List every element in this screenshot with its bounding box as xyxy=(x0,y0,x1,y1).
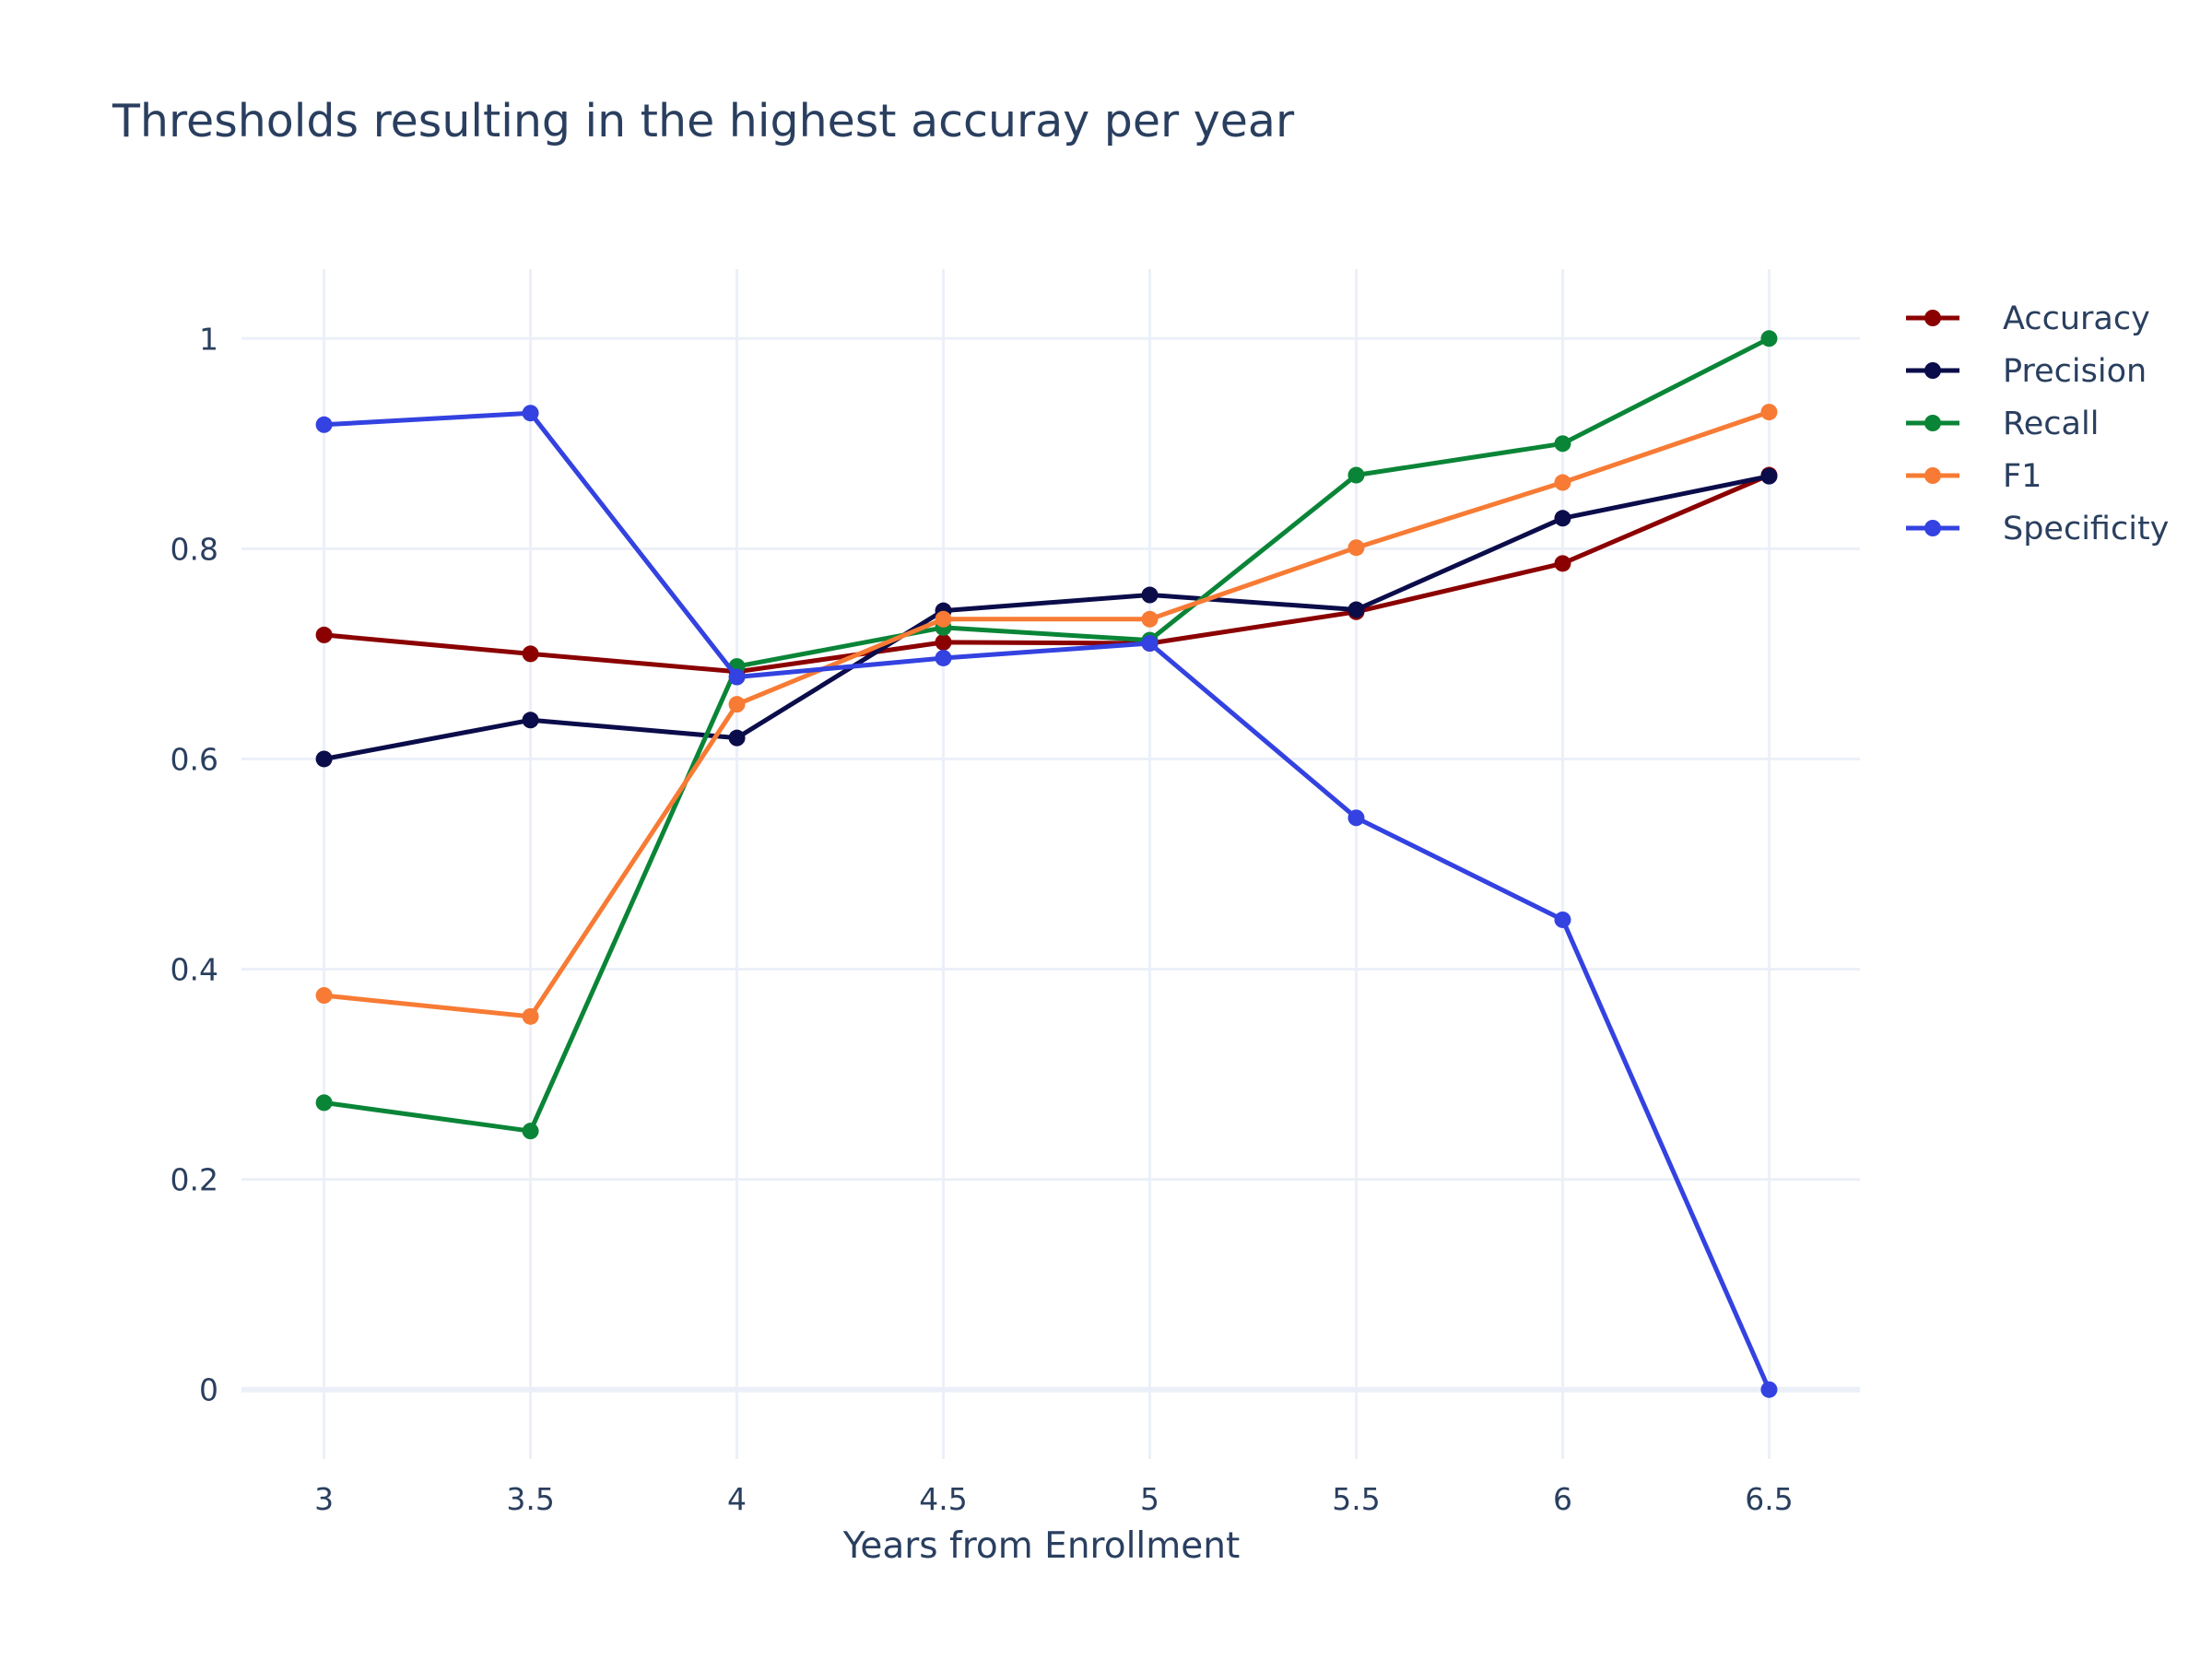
x-tick-label: 6.5 xyxy=(1745,1481,1793,1517)
data-point xyxy=(315,987,333,1005)
data-point xyxy=(1760,1381,1778,1398)
series-f1 xyxy=(315,404,1778,1025)
legend-item: Accuracy xyxy=(1906,300,2150,337)
data-point xyxy=(1554,474,1571,491)
series-lines xyxy=(315,330,1778,1398)
x-tick-label: 5 xyxy=(1140,1481,1159,1517)
legend-marker xyxy=(1924,415,1941,431)
data-point xyxy=(1347,809,1365,827)
y-tick-label: 0.8 xyxy=(171,531,218,567)
data-point xyxy=(935,649,952,666)
data-point xyxy=(522,645,539,663)
legend-label: Specificity xyxy=(2003,511,2169,547)
series-line xyxy=(322,410,1771,1393)
x-axis-title: Years from Enrollment xyxy=(842,1525,1241,1567)
x-tick-label: 4.5 xyxy=(919,1481,967,1517)
legend-marker xyxy=(1924,467,1941,484)
data-point xyxy=(728,696,746,713)
data-point xyxy=(1554,555,1571,572)
data-point xyxy=(315,1094,333,1112)
data-point xyxy=(522,712,539,729)
y-tick-label: 0.6 xyxy=(171,741,218,777)
data-point xyxy=(1141,586,1159,604)
y-tick-label: 0.2 xyxy=(171,1162,218,1198)
data-point xyxy=(522,405,539,422)
legend-label: Precision xyxy=(2003,353,2147,390)
data-point xyxy=(1554,435,1571,453)
data-point xyxy=(522,1123,539,1140)
series-specificity xyxy=(315,405,1778,1398)
legend-marker xyxy=(1924,362,1941,379)
legend-label: Accuracy xyxy=(2003,300,2150,337)
x-tick-label: 3.5 xyxy=(506,1481,554,1517)
series-line xyxy=(322,474,1771,761)
x-tick-label: 6 xyxy=(1553,1481,1572,1517)
data-point xyxy=(1141,635,1159,653)
legend-item: Specificity xyxy=(1906,511,2169,547)
data-point xyxy=(935,633,952,651)
data-point xyxy=(1554,911,1571,928)
data-point xyxy=(1347,466,1365,484)
data-point xyxy=(522,1007,539,1025)
y-tick-label: 1 xyxy=(199,321,218,357)
legend-item: Recall xyxy=(1906,406,2099,442)
data-point xyxy=(1554,510,1571,527)
data-point xyxy=(728,729,746,747)
data-point xyxy=(935,610,952,628)
y-tick-label: 0.4 xyxy=(171,952,218,988)
data-point xyxy=(1760,330,1778,347)
data-point xyxy=(1347,601,1365,618)
series-line xyxy=(322,409,1771,1019)
legend-label: Recall xyxy=(2003,406,2099,442)
legend-item: Precision xyxy=(1906,353,2147,390)
legend-label: F1 xyxy=(2003,458,2041,495)
data-point xyxy=(1760,404,1778,421)
legend-marker xyxy=(1924,520,1941,536)
data-point xyxy=(315,416,333,433)
axis-ticks: 3 3.5 4 4.5 5 5.5 6 6.5 0 0.2 0.4 0.6 0.8 1 xyxy=(171,321,1794,1517)
legend-marker xyxy=(1924,310,1941,326)
data-point xyxy=(1141,610,1159,628)
data-point xyxy=(1347,539,1365,557)
x-tick-label: 3 xyxy=(314,1481,334,1517)
legend: Accuracy Precision Recall F1 Specificity xyxy=(1906,300,2169,547)
data-point xyxy=(315,750,333,768)
y-tick-label: 0 xyxy=(199,1372,218,1408)
x-tick-label: 5.5 xyxy=(1332,1481,1380,1517)
series-line xyxy=(322,335,1771,1134)
data-point xyxy=(1760,467,1778,485)
x-tick-label: 4 xyxy=(727,1481,747,1517)
legend-item: F1 xyxy=(1906,458,2041,495)
series-line xyxy=(322,473,1771,675)
data-point xyxy=(728,668,746,686)
data-point xyxy=(315,626,333,643)
series-precision xyxy=(315,467,1778,768)
chart-title: Thresholds resulting in the highest accu… xyxy=(112,95,1295,147)
